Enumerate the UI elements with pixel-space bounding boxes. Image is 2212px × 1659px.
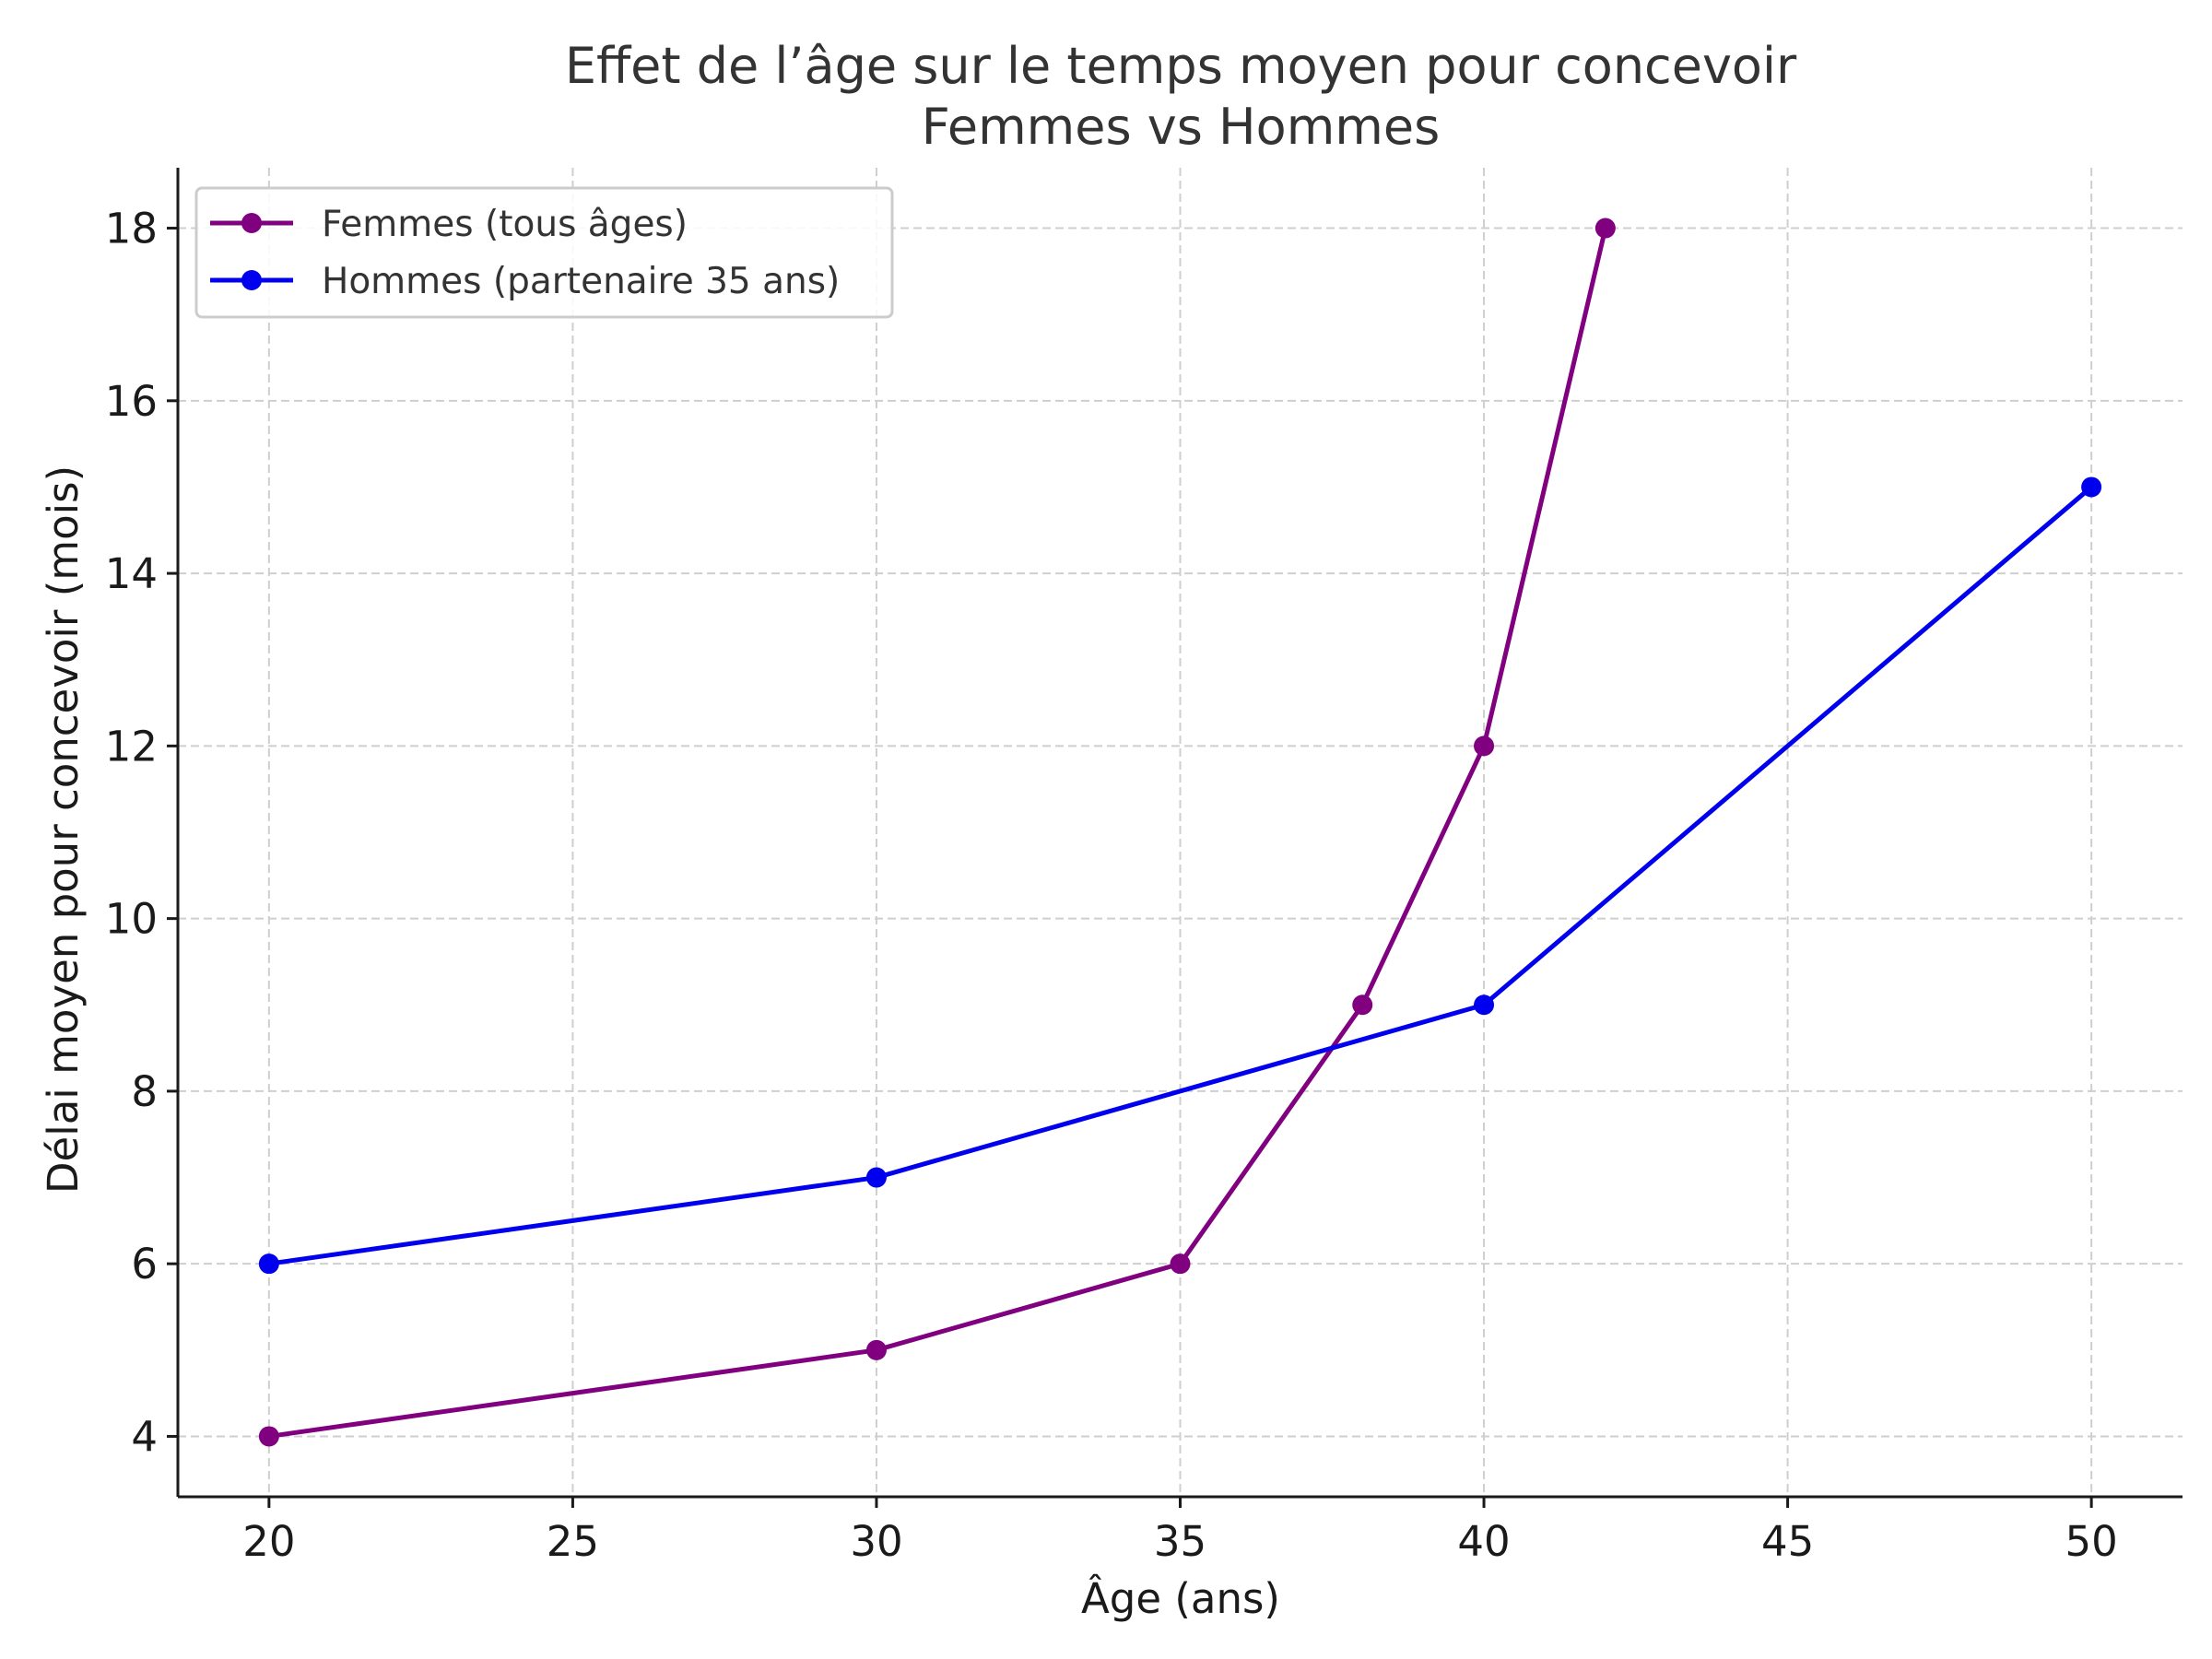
data-point-s1-40 [1474, 735, 1495, 757]
chart-title-line2: Femmes vs Hommes [922, 98, 1441, 156]
x-tick-label-50: 50 [2065, 1517, 2118, 1566]
y-tick-label-4: 4 [131, 1412, 158, 1461]
series-1 [258, 218, 1616, 1447]
x-tick-label-40: 40 [1457, 1517, 1510, 1566]
legend-marker-1 [241, 213, 262, 233]
grid-lines [178, 168, 2183, 1497]
series-2 [258, 477, 2102, 1275]
x-tick-label-20: 20 [242, 1517, 295, 1566]
series-line-1 [266, 226, 1608, 1439]
series-line-2 [266, 484, 2094, 1266]
series-layer [258, 218, 2102, 1447]
x-tick-label-35: 35 [1154, 1517, 1206, 1566]
y-tick-label-8: 8 [131, 1067, 158, 1116]
y-tick-label-14: 14 [105, 549, 158, 598]
tick-labels: 20 25 30 35 40 45 50 4 6 8 10 12 14 16 18 [105, 205, 2118, 1566]
x-tick-label-25: 25 [547, 1517, 599, 1566]
x-tick-label-45: 45 [1761, 1517, 1814, 1566]
axes [167, 168, 2183, 1508]
y-tick-label-18: 18 [105, 205, 158, 253]
legend-label-2: Hommes (partenaire 35 ans) [322, 261, 840, 302]
legend-box [194, 186, 894, 319]
x-axis-label: Âge (ans) [1081, 1574, 1280, 1623]
legend: Femmes (tous âges) Hommes (partenaire 35 … [194, 186, 894, 319]
chart-title-line1: Effet de l’âge sur le temps moyen pour c… [565, 37, 1797, 95]
y-tick-label-12: 12 [105, 722, 158, 771]
data-point-s1-35 [1170, 1253, 1191, 1275]
data-point-s2-30 [865, 1167, 887, 1188]
data-point-s1-38 [1352, 994, 1373, 1016]
legend-marker-2 [241, 270, 262, 290]
data-point-s2-50 [2081, 477, 2102, 498]
data-point-s1-20 [258, 1426, 279, 1447]
data-point-s1-42 [1594, 218, 1616, 239]
legend-label-1: Femmes (tous âges) [322, 204, 688, 245]
x-tick-label-30: 30 [850, 1517, 902, 1566]
y-axis-label: Délai moyen pour concevoir (mois) [39, 465, 88, 1194]
y-tick-label-16: 16 [105, 377, 158, 426]
data-point-s1-30 [865, 1339, 887, 1360]
y-tick-label-10: 10 [105, 895, 158, 944]
y-tick-label-6: 6 [131, 1240, 158, 1288]
data-point-s2-20 [258, 1253, 279, 1275]
data-point-s2-40 [1474, 994, 1495, 1016]
